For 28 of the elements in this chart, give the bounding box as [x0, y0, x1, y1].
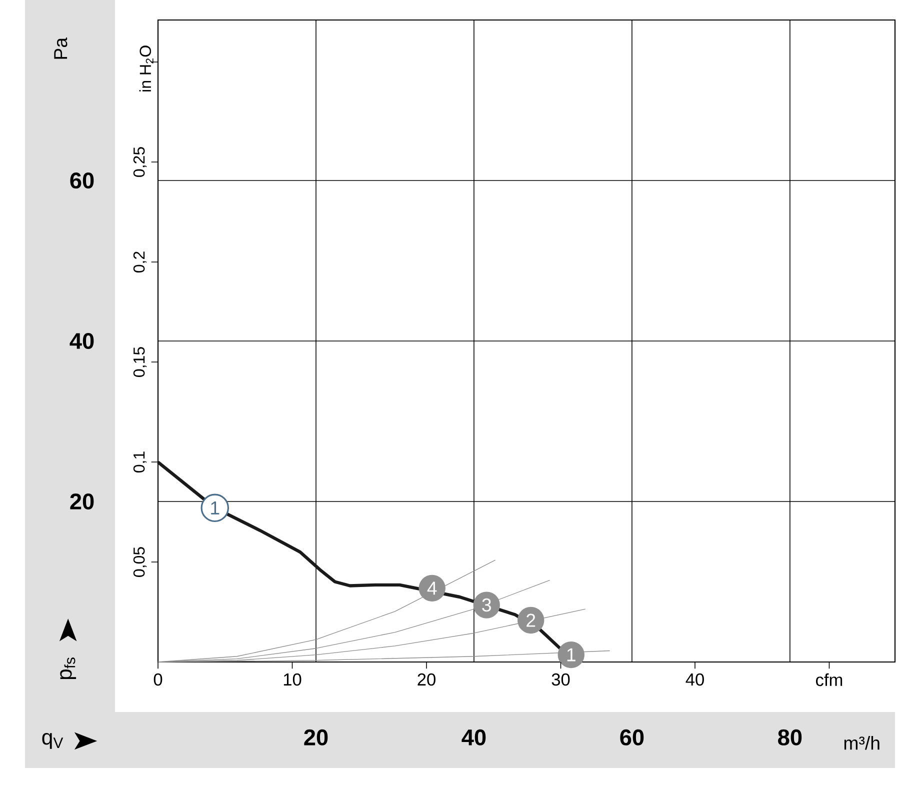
y-tick-label: 40: [70, 332, 94, 350]
y-axis-title: Pa: [54, 37, 68, 59]
y-tick-label: 20: [70, 493, 94, 510]
x2-tick-label: 0: [154, 673, 162, 686]
text: p$_{fs}$: [60, 658, 76, 680]
x2-tick-label: 10: [284, 673, 302, 686]
annotation: 4: [427, 582, 437, 595]
y2-tick-label: 0,15: [133, 347, 147, 377]
y2-axis-title: in H$_{2}$O: [139, 46, 154, 92]
x-tick-label: 20: [304, 729, 328, 746]
x-tick-label: 80: [778, 729, 802, 746]
x-tick-label: 60: [620, 729, 644, 746]
y2-tick-label: 0,2: [133, 252, 147, 272]
x2-tick-label: 20: [418, 673, 436, 686]
y2-tick-label: 0,1: [133, 452, 147, 472]
text: q$_{V}$: [42, 733, 64, 749]
x2-tick-label: 30: [552, 673, 570, 686]
annotation: 3: [482, 598, 491, 612]
annotation: 1: [211, 502, 220, 514]
x2-tick-label: 40: [686, 673, 704, 686]
y-tick-label: 60: [70, 172, 94, 189]
x-tick-label: 40: [462, 729, 486, 746]
x2-axis-title: cfm: [816, 673, 842, 686]
y2-tick-label: 0,05: [133, 547, 147, 577]
y2-tick-label: 0,25: [133, 147, 147, 177]
x-axis-title: m³/h: [844, 736, 880, 750]
annotation: 2: [526, 614, 536, 627]
annotation: 1: [567, 648, 576, 662]
